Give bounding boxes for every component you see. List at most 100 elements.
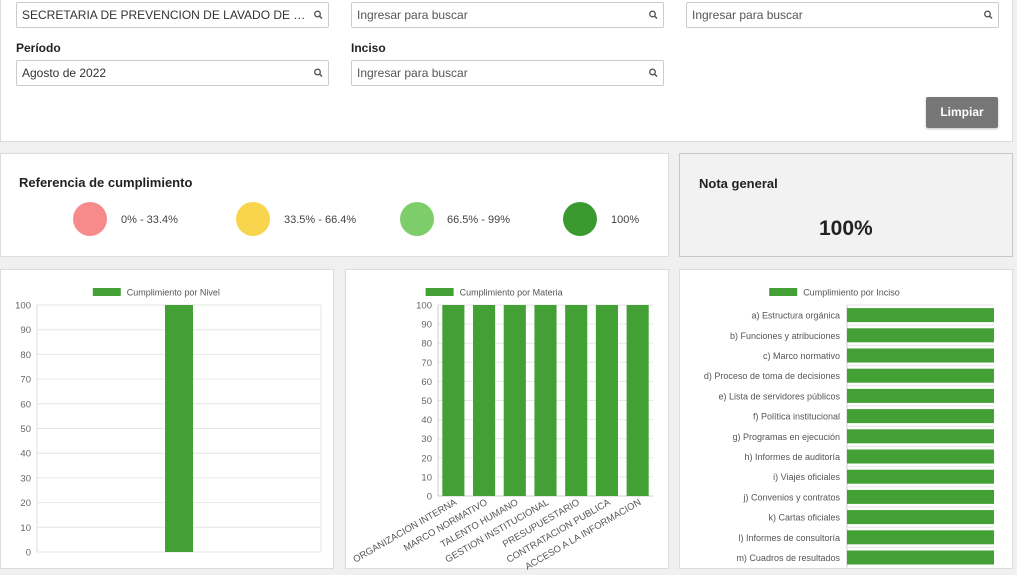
y-tick-label: 20	[20, 498, 31, 509]
reference-dot-mid	[236, 202, 270, 236]
y-tick-label: c) Marco normativo	[763, 351, 840, 361]
y-tick-label: h) Informes de auditoría	[744, 452, 840, 462]
y-tick-label: 0	[26, 548, 31, 559]
reference-dot-low	[73, 202, 107, 236]
nota-general-title: Nota general	[699, 176, 778, 191]
y-tick-label: 50	[421, 396, 432, 407]
legend-swatch	[425, 288, 454, 296]
search-field-2[interactable]: Ingresar para buscar	[351, 2, 664, 28]
y-tick-label: 60	[421, 377, 432, 388]
chart-bar	[626, 305, 649, 496]
chart-nivel: Cumplimiento por Nivel 0 10 20 30 40 50 60 70 80 9…	[15, 288, 322, 559]
chart-panel-nivel: Cumplimiento por Nivel 0 10 20 30 40 50 60 70 80 9…	[0, 269, 334, 569]
search-icon[interactable]	[648, 3, 658, 27]
y-tick-label: 0	[427, 492, 432, 503]
y-tick-label: 50	[20, 424, 31, 435]
chart-bar	[847, 409, 994, 424]
chart-bar	[847, 429, 994, 444]
inciso-label: Inciso	[351, 41, 386, 55]
y-tick-label: 40	[20, 449, 31, 460]
search-icon[interactable]	[313, 3, 323, 27]
chart-inciso: Cumplimiento por Inciso a) Estructura org…	[704, 288, 994, 568]
y-tick-label: j) Convenios y contratos	[742, 492, 840, 502]
y-tick-label: f) Política institucional	[753, 412, 840, 422]
y-tick-label: 70	[20, 375, 31, 386]
nota-general-value: 100%	[819, 217, 873, 240]
y-tick-label: 80	[20, 350, 31, 361]
y-tick-label: 30	[20, 473, 31, 484]
clear-button[interactable]: Limpiar	[926, 97, 998, 128]
periodo-select[interactable]: Agosto de 2022	[16, 60, 329, 86]
search-field-3[interactable]: Ingresar para buscar	[686, 2, 999, 28]
chart-panel-materia: Cumplimiento por Materia 0 10 20 30 40 50 60 70 8…	[345, 269, 669, 573]
chart-panel-inciso: Cumplimiento por Inciso a) Estructura org…	[679, 269, 1013, 569]
y-tick-label: 10	[421, 472, 432, 483]
reference-panel: Referencia de cumplimiento 0% - 33.4% 33…	[0, 153, 669, 257]
y-tick-label: 10	[20, 523, 31, 534]
reference-title: Referencia de cumplimiento	[19, 175, 193, 190]
chart-bar	[847, 348, 994, 363]
filters-panel: SECRETARIA DE PREVENCION DE LAVADO DE DI…	[0, 0, 1013, 142]
legend-label: Cumplimiento por Nivel	[127, 288, 220, 298]
chart-bar	[847, 368, 994, 383]
y-tick-label: 90	[421, 320, 432, 331]
chart-bar	[847, 388, 994, 403]
y-tick-label: 100	[416, 301, 432, 312]
chart-bar	[847, 328, 994, 343]
chart-bar	[847, 449, 994, 464]
search-field-2-placeholder: Ingresar para buscar	[357, 8, 468, 22]
chart-bar	[847, 469, 994, 484]
search-icon[interactable]	[983, 3, 993, 27]
chart-bar	[442, 305, 465, 496]
inciso-search[interactable]: Ingresar para buscar	[351, 60, 664, 86]
reference-dot-high	[400, 202, 434, 236]
nota-general-panel: Nota general 100%	[679, 153, 1013, 257]
chart-bar	[473, 305, 496, 496]
y-tick-label: m) Cuadros de resultados	[736, 553, 840, 563]
chart-bar	[847, 550, 994, 565]
y-tick-label: 20	[421, 453, 432, 464]
y-tick-label: l) Informes de consultoría	[738, 533, 840, 543]
reference-dot-full	[563, 202, 597, 236]
y-tick-label: 30	[421, 434, 432, 445]
search-icon[interactable]	[648, 61, 658, 85]
y-tick-label: 80	[421, 339, 432, 350]
reference-label-full: 100%	[611, 214, 640, 226]
chart-bar	[847, 308, 994, 323]
chart-bar	[165, 305, 193, 552]
y-tick-label: g) Programas en ejecución	[732, 432, 840, 442]
y-tick-label: e) Lista de servidores públicos	[718, 391, 840, 401]
search-field-3-placeholder: Ingresar para buscar	[692, 8, 803, 22]
inciso-search-placeholder: Ingresar para buscar	[357, 66, 468, 80]
reference-label-mid: 33.5% - 66.4%	[284, 214, 357, 226]
chart-materia: Cumplimiento por Materia 0 10 20 30 40 50 60 70 8…	[351, 288, 653, 573]
chart-bar	[503, 305, 526, 496]
entity-select-value: SECRETARIA DE PREVENCION DE LAVADO DE DI…	[22, 8, 307, 22]
y-tick-label: k) Cartas oficiales	[768, 513, 840, 523]
legend-swatch	[92, 288, 121, 296]
y-tick-label: 100	[15, 301, 31, 312]
y-tick-label: 40	[421, 415, 432, 426]
legend-label: Cumplimiento por Materia	[460, 288, 563, 298]
chart-bar	[565, 305, 588, 496]
entity-select[interactable]: SECRETARIA DE PREVENCION DE LAVADO DE DI…	[16, 2, 329, 28]
reference-label-high: 66.5% - 99%	[447, 214, 510, 226]
y-tick-label: i) Viajes oficiales	[773, 472, 840, 482]
chart-bar	[847, 489, 994, 504]
chart-bar	[595, 305, 618, 496]
legend-label: Cumplimiento por Inciso	[803, 288, 900, 298]
y-tick-label: b) Funciones y atribuciones	[730, 331, 841, 341]
y-tick-label: d) Proceso de toma de decisiones	[704, 371, 841, 381]
y-tick-label: 60	[20, 399, 31, 410]
periodo-select-value: Agosto de 2022	[22, 66, 107, 80]
chart-bar	[847, 510, 994, 525]
y-tick-label: 90	[20, 325, 31, 336]
legend-swatch	[769, 288, 798, 296]
reference-label-low: 0% - 33.4%	[121, 214, 178, 226]
search-icon[interactable]	[313, 61, 323, 85]
chart-bar	[847, 530, 994, 545]
y-tick-label: 70	[421, 358, 432, 369]
y-tick-label: a) Estructura orgánica	[751, 311, 840, 321]
periodo-label: Período	[16, 41, 61, 55]
chart-bar	[534, 305, 557, 496]
